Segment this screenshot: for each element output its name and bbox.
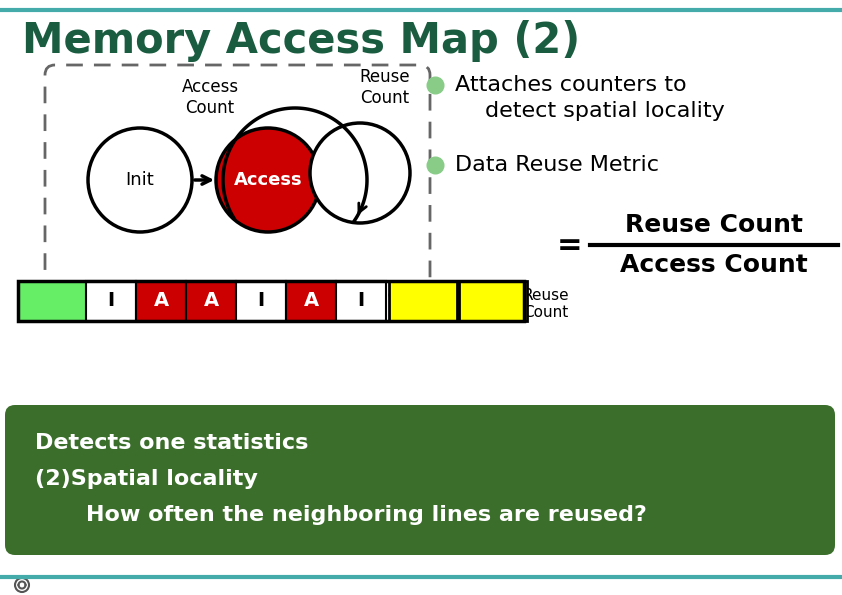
Bar [136,281,186,321]
Text: Reuse Count: Reuse Count [625,213,803,237]
Bar [18,281,86,321]
Text: A: A [153,292,168,311]
Text: A: A [204,292,219,311]
Text: Access Count: Access Count [620,253,807,277]
Bar [18,281,524,321]
Text: I: I [108,292,115,311]
Text: Reuse
Count: Reuse Count [523,288,569,320]
Bar [336,281,386,321]
Bar [236,281,286,321]
Text: Init: Init [125,171,154,189]
Text: A: A [303,292,318,311]
Text: detect spatial locality: detect spatial locality [485,101,725,121]
Bar [286,281,336,321]
Text: Attaches counters to: Attaches counters to [455,75,686,95]
FancyBboxPatch shape [5,405,835,555]
Bar [86,281,136,321]
Text: (2)Spatial locality: (2)Spatial locality [35,469,258,489]
Bar [389,281,457,321]
Bar [186,281,236,321]
Text: Access
Count: Access Count [442,288,494,320]
Text: Access
Map: Access Map [82,288,135,320]
FancyBboxPatch shape [45,65,430,295]
Circle shape [88,128,192,232]
Text: I: I [358,292,365,311]
Text: Memory Access Map (2): Memory Access Map (2) [22,20,580,62]
Text: I: I [258,292,264,311]
Text: Map
Tag: Map Tag [18,288,51,320]
Text: Access
Count: Access Count [181,78,238,117]
Bar [459,281,527,321]
Text: Reuse
Count: Reuse Count [360,68,410,107]
Circle shape [310,123,410,223]
Text: =: = [557,230,583,259]
Circle shape [15,578,29,592]
Text: Access: Access [234,171,302,189]
Text: Data Reuse Metric: Data Reuse Metric [455,155,659,175]
Circle shape [216,128,320,232]
Text: How often the neighboring lines are reused?: How often the neighboring lines are reus… [55,505,647,525]
Text: Detects one statistics: Detects one statistics [35,433,308,453]
